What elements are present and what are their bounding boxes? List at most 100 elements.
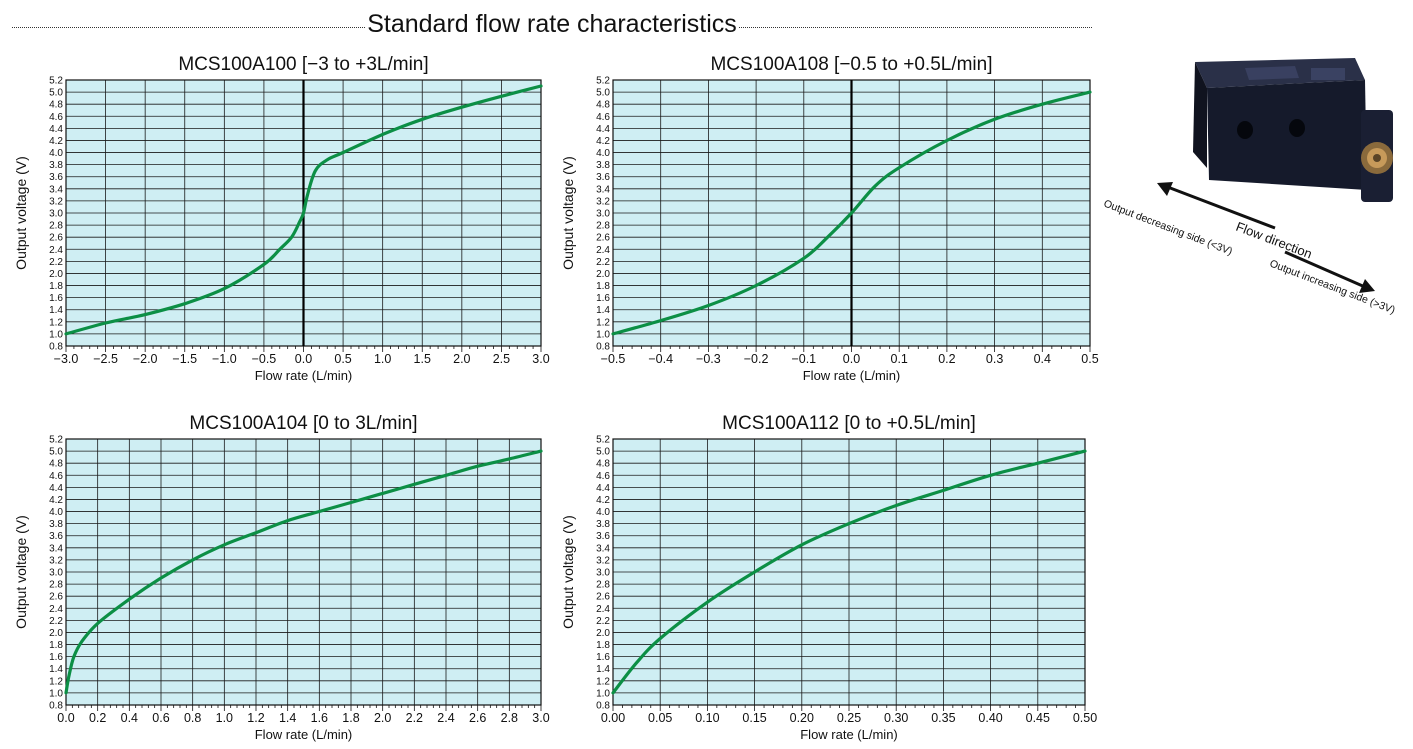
y-tick-label: 4.8 [49,459,63,470]
y-tick-label: 1.8 [596,281,610,292]
x-tick-label: −2.5 [93,352,118,366]
y-tick-label: 1.4 [49,305,63,316]
y-tick-label: 4.6 [49,112,63,123]
x-tick-label: 0.10 [695,711,719,725]
x-tick-label: −0.1 [791,352,816,366]
y-tick-label: 2.8 [49,221,63,232]
x-tick-label: 0.20 [790,711,814,725]
x-tick-label: 0.5 [334,352,351,366]
y-tick-label: 3.4 [596,543,610,554]
header-dotted-rule-right [738,26,1093,28]
x-tick-label: −1.0 [212,352,237,366]
y-tick-label: 5.2 [596,76,610,87]
y-tick-label: 5.2 [49,76,63,87]
y-tick-label: 2.2 [596,616,610,627]
x-tick-label: 0.05 [648,711,672,725]
y-tick-label: 4.8 [596,459,610,470]
x-tick-label: 2.0 [374,711,391,725]
y-tick-label: 2.8 [596,221,610,232]
x-tick-label: 2.2 [406,711,423,725]
y-tick-label: 4.0 [49,148,63,159]
y-tick-label: 3.6 [596,172,610,183]
y-tick-label: 2.4 [596,245,610,256]
y-tick-label: 1.0 [49,329,63,340]
y-tick-label: 1.2 [49,317,63,328]
y-tick-label: 4.2 [596,495,610,506]
y-tick-label: 1.8 [49,281,63,292]
y-axis-label: Output voltage (V) [13,515,29,629]
y-tick-label: 0.8 [49,342,63,353]
x-tick-label: 1.4 [279,711,296,725]
x-tick-label: −2.0 [133,352,158,366]
x-tick-label: −0.5 [601,352,626,366]
y-tick-label: 3.2 [596,555,610,566]
flow-sensor-device-image [1193,58,1393,202]
y-tick-label: 1.0 [596,688,610,699]
y-tick-label: 3.8 [596,160,610,171]
increasing-side-label: Output increasing side (>3V) [1268,258,1397,317]
y-tick-label: 1.4 [596,305,610,316]
x-axis-label: Flow rate (L/min) [255,727,353,742]
x-tick-label: −1.5 [172,352,197,366]
y-tick-label: 5.2 [596,435,610,446]
y-tick-label: 3.0 [596,209,610,220]
plot-frame [65,438,542,706]
y-tick-label: 4.4 [596,124,610,135]
y-tick-label: 2.4 [596,604,610,615]
x-tick-label: −0.4 [648,352,673,366]
y-tick-label: 4.0 [49,507,63,518]
x-axis-label: Flow rate (L/min) [800,727,898,742]
x-tick-label: 0.2 [938,352,955,366]
y-tick-label: 1.4 [49,664,63,675]
y-tick-label: 3.0 [49,568,63,579]
arrow-right-icon [1359,279,1375,293]
y-tick-label: 1.2 [49,676,63,687]
x-tick-label: 0.2 [89,711,106,725]
y-tick-label: 4.4 [596,483,610,494]
y-tick-label: 3.4 [596,184,610,195]
y-tick-label: 4.4 [49,124,63,135]
y-tick-label: 2.6 [596,233,610,244]
y-tick-label: 1.0 [49,688,63,699]
x-tick-label: 0.4 [121,711,138,725]
y-tick-label: 3.8 [49,519,63,530]
x-tick-label: 1.2 [247,711,264,725]
x-tick-label: 2.5 [493,352,510,366]
chart-panel-1: 0.81.01.21.41.61.82.02.22.42.62.83.03.23… [13,54,550,383]
y-tick-label: 2.4 [49,245,63,256]
x-tick-label: 1.5 [414,352,431,366]
page-header: Standard flow rate characteristics [12,8,1093,40]
x-axis-label: Flow rate (L/min) [803,368,901,383]
y-tick-label: 4.2 [49,495,63,506]
series-line [64,449,543,695]
y-tick-label: 4.2 [596,136,610,147]
x-tick-label: 1.0 [374,352,391,366]
x-tick-label: 0.40 [978,711,1002,725]
y-tick-label: 2.4 [49,604,63,615]
y-tick-label: 3.6 [49,172,63,183]
y-tick-label: 2.2 [49,616,63,627]
chart-panel-2: 0.81.01.21.41.61.82.02.22.42.62.83.03.23… [560,54,1099,383]
y-tick-label: 2.8 [49,580,63,591]
y-tick-label: 2.0 [49,628,63,639]
y-tick-label: 4.8 [49,100,63,111]
header-dotted-rule-left [12,26,366,28]
chart-title: MCS100A108 [−0.5 to +0.5L/min] [710,54,992,75]
y-tick-label: 1.6 [49,293,63,304]
x-tick-label: 3.0 [532,352,549,366]
y-tick-label: 4.6 [596,471,610,482]
y-tick-label: 4.4 [49,483,63,494]
x-tick-label: 0.0 [57,711,74,725]
page-title: Standard flow rate characteristics [367,9,737,38]
x-tick-label: 0.4 [1034,352,1051,366]
decreasing-side-label: Output decreasing side (<3V) [1102,198,1234,258]
y-tick-label: 4.8 [596,100,610,111]
x-tick-label: 0.8 [184,711,201,725]
y-tick-label: 2.0 [596,628,610,639]
x-tick-label: −0.3 [696,352,721,366]
y-tick-label: 1.8 [49,640,63,651]
chart-title: MCS100A104 [0 to 3L/min] [189,413,417,434]
y-tick-label: 2.0 [49,269,63,280]
x-tick-label: 0.35 [931,711,955,725]
